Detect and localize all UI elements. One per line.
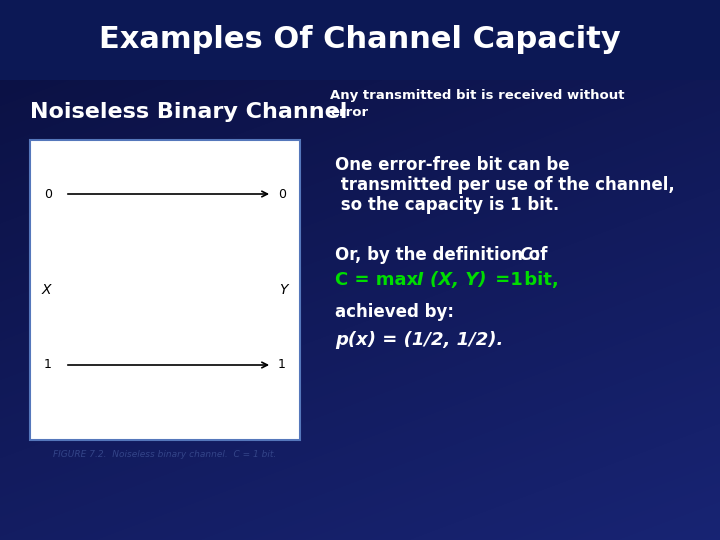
Text: C = max: C = max [335,271,424,289]
Text: 0: 0 [44,187,52,200]
Text: One error-free bit can be: One error-free bit can be [335,156,570,174]
Text: I (X, Y): I (X, Y) [417,271,487,289]
Text: Any transmitted bit is received without: Any transmitted bit is received without [330,89,624,102]
Text: p(x) = (1/2, 1/2).: p(x) = (1/2, 1/2). [335,331,503,349]
Text: error: error [330,105,368,118]
Text: =1: =1 [489,271,523,289]
Text: 1: 1 [44,359,52,372]
Bar [30,140,300,440]
Bar [0,0,720,80]
Text: 0: 0 [278,187,286,200]
Text: so the capacity is 1 bit.: so the capacity is 1 bit. [335,196,559,214]
Text: C: C [519,246,531,264]
Text: bit,: bit, [518,271,559,289]
Text: :: : [528,246,541,264]
Text: transmitted per use of the channel,: transmitted per use of the channel, [335,176,675,194]
Text: Examples Of Channel Capacity: Examples Of Channel Capacity [99,25,621,55]
Text: Y: Y [279,283,288,297]
Text: Noiseless Binary Channel: Noiseless Binary Channel [30,102,347,122]
Text: FIGURE 7.2.  Noiseless binary channel.  C = 1 bit.: FIGURE 7.2. Noiseless binary channel. C … [53,450,276,459]
Text: Or, by the definition of: Or, by the definition of [335,246,553,264]
Text: X: X [42,283,52,297]
Text: achieved by:: achieved by: [335,303,454,321]
Text: 1: 1 [278,359,286,372]
